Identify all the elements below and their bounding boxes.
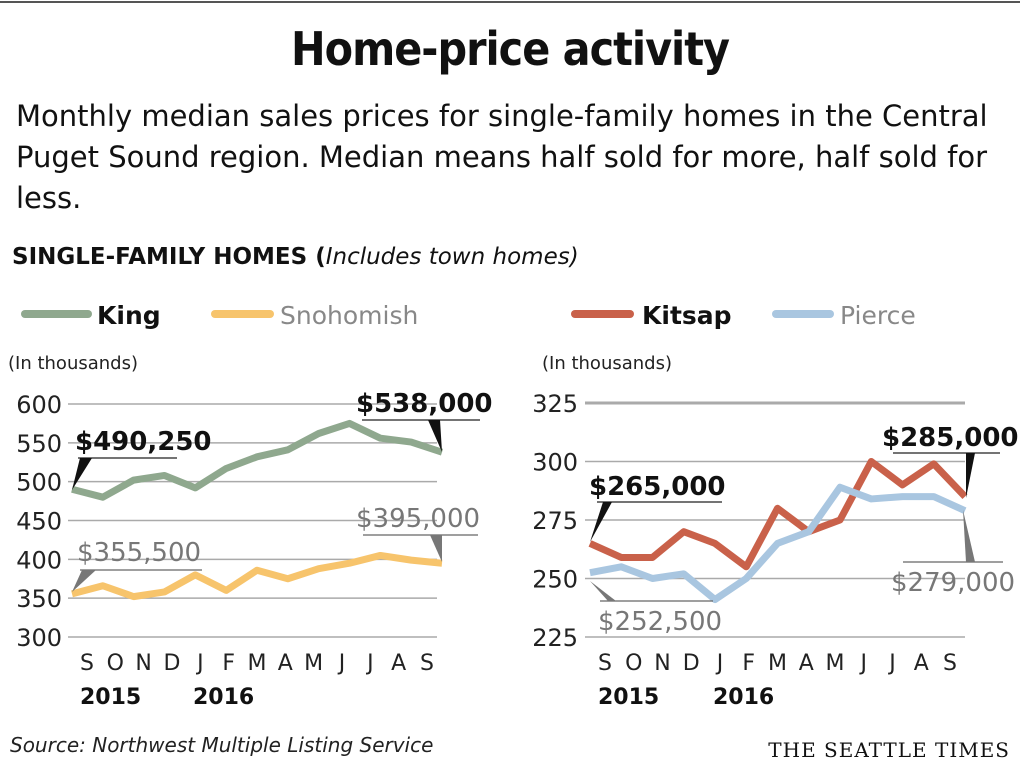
x-tick-label: J (337, 651, 346, 676)
x-tick-label: M (768, 651, 787, 676)
chart-title: Home-price activity (291, 22, 730, 76)
x-tick-label: M (248, 651, 267, 676)
callout-snohomish-end: $395,000 (356, 504, 480, 534)
y-tick-label: 300 (532, 449, 578, 477)
section-label: SINGLE-FAMILY HOMES (Includes town homes… (12, 244, 579, 270)
x-tick-label: A (278, 651, 293, 676)
x-tick-label: S (598, 651, 612, 676)
x-tick-label: O (625, 651, 642, 676)
x-tick-label: J (195, 651, 204, 676)
x-tick-label: S (420, 651, 434, 676)
legend-kitsap: Kitsap (642, 301, 732, 330)
x-tick-label: N (135, 651, 151, 676)
x-tick-label: O (107, 651, 124, 676)
x-tick-label: F (742, 651, 755, 676)
x-tick-label: S (80, 651, 94, 676)
y-tick-label: 300 (16, 624, 62, 652)
y-tick-label: 350 (16, 585, 62, 613)
callout-kitsap-start: $265,000 (589, 472, 726, 502)
year-label: 2016 (193, 685, 254, 710)
legend-pierce: Pierce (840, 301, 916, 330)
x-tick-label: D (164, 651, 181, 676)
chart-subtitle: Monthly median sales prices for single-f… (16, 99, 988, 215)
callout-snohomish-start: $355,500 (77, 538, 201, 568)
callouts-right: $265,000 $285,000 $252,500 $279,000 (589, 423, 1019, 637)
y-tick-label: 400 (16, 546, 62, 574)
x-tick-label: N (654, 651, 670, 676)
x-tick-label: A (914, 651, 929, 676)
y-tick-label: 550 (16, 430, 62, 458)
legend-snohomish: Snohomish (280, 301, 418, 330)
x-tick-label: M (304, 651, 323, 676)
section-note: Includes town homes) (325, 244, 579, 270)
x-tick-label: A (799, 651, 814, 676)
x-tick-label: J (715, 651, 724, 676)
x-tick-label: A (391, 651, 406, 676)
y-tick-label: 600 (16, 391, 62, 419)
y-tick-label: 275 (532, 507, 578, 535)
callout-kitsap-end: $285,000 (882, 423, 1019, 453)
legend-king: King (97, 301, 161, 330)
y-unit-right: (In thousands) (542, 353, 672, 374)
x-tick-label: S (943, 651, 957, 676)
y-tick-label: 250 (532, 566, 578, 594)
x-tick-label: M (826, 651, 845, 676)
callouts-left: $490,250 $538,000 $355,500 $395,000 (72, 389, 493, 592)
y-tick-label: 325 (532, 390, 578, 418)
y-tick-label: 225 (532, 624, 578, 652)
year-label: 2016 (713, 685, 774, 710)
x-tick-label: J (887, 651, 896, 676)
x-tick-label: F (222, 651, 235, 676)
brand-logo: THE SEATTLE TIMES (768, 738, 1010, 762)
y-tick-label: 450 (16, 508, 62, 536)
callout-king-end: $538,000 (356, 389, 493, 419)
x-tick-label: J (859, 651, 868, 676)
y-unit-left: (In thousands) (8, 353, 138, 374)
callout-king-start: $490,250 (75, 427, 212, 457)
year-label: 2015 (80, 685, 141, 710)
section-label-text: SINGLE-FAMILY HOMES ( (12, 244, 326, 270)
top-rule (0, 1, 1020, 3)
source-note: Source: Northwest Multiple Listing Servi… (10, 733, 434, 757)
callout-pierce-start: $252,500 (598, 607, 722, 637)
x-tick-label: J (365, 651, 374, 676)
x-tick-label: D (683, 651, 700, 676)
y-tick-label: 500 (16, 469, 62, 497)
year-label: 2015 (598, 685, 659, 710)
callout-pierce-end: $279,000 (891, 568, 1015, 598)
